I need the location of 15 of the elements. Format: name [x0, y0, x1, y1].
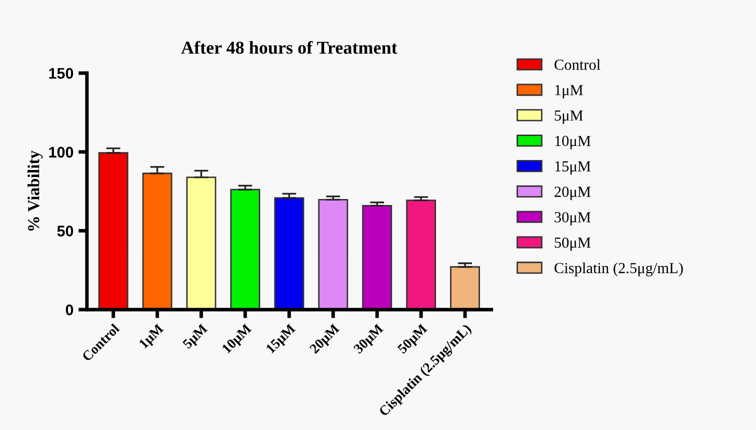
y-tick-label: 150: [49, 68, 74, 79]
legend-label: Cisplatin (2.5μg/mL): [554, 262, 683, 276]
legend-label: Control: [554, 59, 600, 70]
y-axis-title: % Viability: [28, 150, 43, 231]
y-tick-label: 0: [66, 304, 74, 316]
legend-label: 30μM: [554, 212, 591, 226]
y-tick-label: 50: [57, 226, 74, 236]
chart-title: After 48 hours of Treatment: [181, 40, 398, 54]
legend-label: 10μM: [555, 136, 591, 150]
y-tick-label: 100: [49, 146, 74, 158]
legend-label: 50μM: [554, 237, 591, 251]
legend-label: 20μM: [554, 186, 591, 200]
legend-label: 5μM: [554, 110, 583, 124]
legend-label: 15μM: [555, 161, 591, 175]
legend-label: 1μM: [555, 85, 583, 98]
